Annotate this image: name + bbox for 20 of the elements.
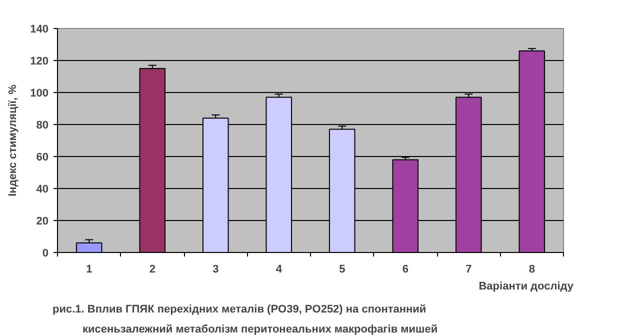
x-tick-label: 8 (528, 264, 535, 276)
x-tick-label: 4 (276, 264, 283, 276)
text: кисеньзалежний метаболізм перитонеальних макрофагів мишей (82, 324, 438, 335)
text: рис.1. Вплив ГПЯК перехідних металів (PO39, PO252) на спонтанний (52, 304, 426, 316)
y-axis-title: Індекс стимуляції, % (7, 84, 20, 196)
y-tick-label: 40 (36, 184, 49, 196)
y-tick-label: 100 (30, 88, 49, 100)
y-tick-label: 140 (30, 24, 49, 36)
x-tick-label: 7 (466, 264, 472, 276)
y-tick-label: 80 (36, 120, 49, 132)
x-tick-label: 2 (149, 264, 156, 276)
x-axis-title: Варіанти досліду (478, 280, 574, 292)
x-tick-label: 5 (339, 264, 346, 276)
y-tick-label: 0 (42, 248, 49, 260)
y-tick-label: 120 (30, 56, 49, 68)
x-tick-label: 3 (212, 264, 219, 276)
x-tick-label: 6 (402, 264, 408, 276)
y-tick-label: 20 (36, 216, 49, 228)
y-tick-label: 60 (36, 152, 49, 164)
x-tick-label: 1 (86, 264, 92, 276)
